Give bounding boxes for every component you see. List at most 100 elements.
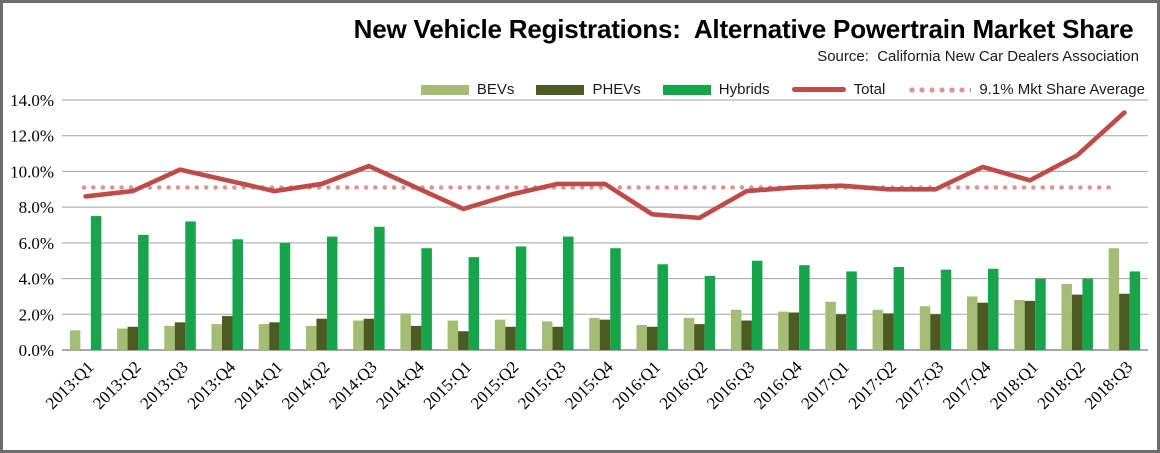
x-axis-tick-label: 2013:Q4 [184, 357, 240, 413]
bar-phevs [1024, 300, 1036, 350]
bar-phevs [930, 314, 941, 350]
bar-phevs [835, 314, 847, 350]
legend-item-total: Total [791, 81, 885, 98]
bar-phevs [269, 322, 280, 350]
legend-label-hybrids: Hybrids [718, 81, 770, 98]
y-axis-tick-label: 14.0% [10, 91, 54, 110]
x-axis-tick-label: 2016:Q2 [656, 357, 712, 413]
bar-bevs [1108, 248, 1120, 350]
x-axis-tick-label: 2016:Q1 [609, 357, 665, 413]
x-axis-tick-label: 2015:Q2 [467, 357, 523, 413]
x-axis-tick-label: 2013:Q2 [89, 357, 145, 413]
average-dotted-line-icon [907, 86, 972, 93]
bar-bevs [825, 301, 836, 350]
bar-bevs [211, 324, 223, 350]
x-axis-tick-label: 2016:Q3 [703, 357, 759, 413]
bar-phevs [1119, 293, 1130, 350]
bar-bevs [400, 313, 411, 350]
y-axis-tick-label: 10.0% [10, 162, 54, 181]
total-line-icon [791, 87, 846, 92]
x-axis-tick-label: 2014:Q3 [325, 357, 381, 413]
bar-phevs [883, 313, 894, 350]
bar-bevs [447, 320, 459, 350]
bar-phevs [977, 302, 988, 350]
source-caption: Source: California New Car Dealers Assoc… [817, 48, 1139, 65]
y-axis-tick-label: 12.0% [10, 127, 54, 146]
y-axis-tick-label: 0.0% [19, 341, 54, 360]
bar-hybrids [374, 226, 385, 350]
bar-hybrids [1035, 278, 1046, 350]
bar-hybrids [1129, 271, 1141, 350]
bar-bevs [494, 319, 506, 350]
x-axis-tick-label: 2016:Q4 [750, 357, 806, 413]
x-axis-tick-label: 2017:Q2 [845, 357, 901, 413]
bar-hybrids [90, 216, 102, 350]
bar-phevs [127, 326, 139, 350]
bar-phevs [552, 326, 564, 350]
bar-hybrids [657, 264, 668, 350]
y-axis-tick-label: 2.0% [19, 305, 54, 324]
bar-bevs [164, 325, 175, 350]
x-axis-tick-label: 2018:Q1 [986, 357, 1042, 413]
bar-bevs [872, 309, 884, 350]
legend-item-average: 9.1% Mkt Share Average [907, 81, 1145, 98]
bar-hybrids [563, 236, 574, 350]
bar-phevs [174, 322, 186, 350]
bar-bevs [636, 325, 647, 350]
chart-title: New Vehicle Registrations: Alternative P… [353, 14, 1134, 44]
legend-label-bevs: BEVs [476, 81, 515, 98]
bar-bevs [117, 328, 128, 350]
bar-bevs [1061, 283, 1072, 350]
bar-hybrids [704, 275, 716, 350]
x-axis-tick-label: 2018:Q3 [1081, 357, 1137, 413]
total-line [83, 110, 1127, 221]
bar-phevs [1071, 294, 1083, 350]
bar-hybrids [893, 266, 905, 350]
x-axis-tick-label: 2015:Q4 [561, 357, 617, 413]
x-axis-tick-label: 2013:Q1 [42, 357, 98, 413]
bar-bevs [966, 296, 978, 350]
bar-hybrids [326, 236, 338, 350]
bar-bevs [258, 324, 270, 350]
legend-item-bevs: BEVs [420, 81, 515, 98]
phevs-swatch-icon [536, 84, 585, 95]
chart-legend: BEVs PHEVs Hybrids Total 9.1% Mkt Share … [420, 81, 1145, 98]
bar-bevs [353, 320, 364, 350]
y-axis-tick-label: 8.0% [19, 198, 54, 217]
bar-phevs [316, 318, 327, 350]
bar-bevs [730, 309, 742, 350]
x-axis-tick-label: 2017:Q4 [939, 357, 995, 413]
x-axis-tick-label: 2014:Q1 [231, 357, 287, 413]
y-axis-tick-label: 6.0% [19, 234, 54, 253]
x-axis-tick-label: 2017:Q3 [892, 357, 948, 413]
bar-phevs [222, 316, 233, 350]
x-axis-tick-label: 2017:Q1 [797, 357, 853, 413]
y-axis-tick-label: 4.0% [19, 270, 54, 289]
bar-hybrids [468, 257, 480, 350]
bar-hybrids [1082, 278, 1093, 350]
bar-phevs [741, 320, 752, 350]
x-axis-tick-label: 2015:Q1 [420, 357, 476, 413]
bar-hybrids [940, 269, 952, 350]
bevs-swatch-icon [420, 84, 469, 95]
bar-hybrids [515, 246, 527, 350]
bar-bevs [778, 311, 789, 350]
bar-hybrids [987, 268, 999, 350]
x-axis-tick-label: 2013:Q3 [136, 357, 192, 413]
bar-bevs [542, 321, 553, 350]
x-axis-tick-label: 2014:Q2 [278, 357, 334, 413]
bar-bevs [69, 330, 81, 350]
bar-bevs [919, 306, 931, 350]
chart-svg: 0.0% 2.0% 4.0% 6.0% 8.0% 10.0% 12.0% 14.0% 2013:… [10, 91, 1148, 413]
x-axis-tick-label: 2014:Q4 [372, 357, 428, 413]
bar-phevs [694, 324, 705, 350]
bar-hybrids [799, 265, 810, 350]
bar-hybrids [232, 239, 244, 350]
bar-phevs [410, 325, 422, 350]
legend-label-phevs: PHEVs [592, 81, 641, 98]
x-axis-tick-label: 2015:Q3 [514, 357, 570, 413]
bar-bevs [589, 317, 600, 350]
bar-phevs [646, 326, 658, 350]
bar-hybrids [610, 248, 621, 350]
